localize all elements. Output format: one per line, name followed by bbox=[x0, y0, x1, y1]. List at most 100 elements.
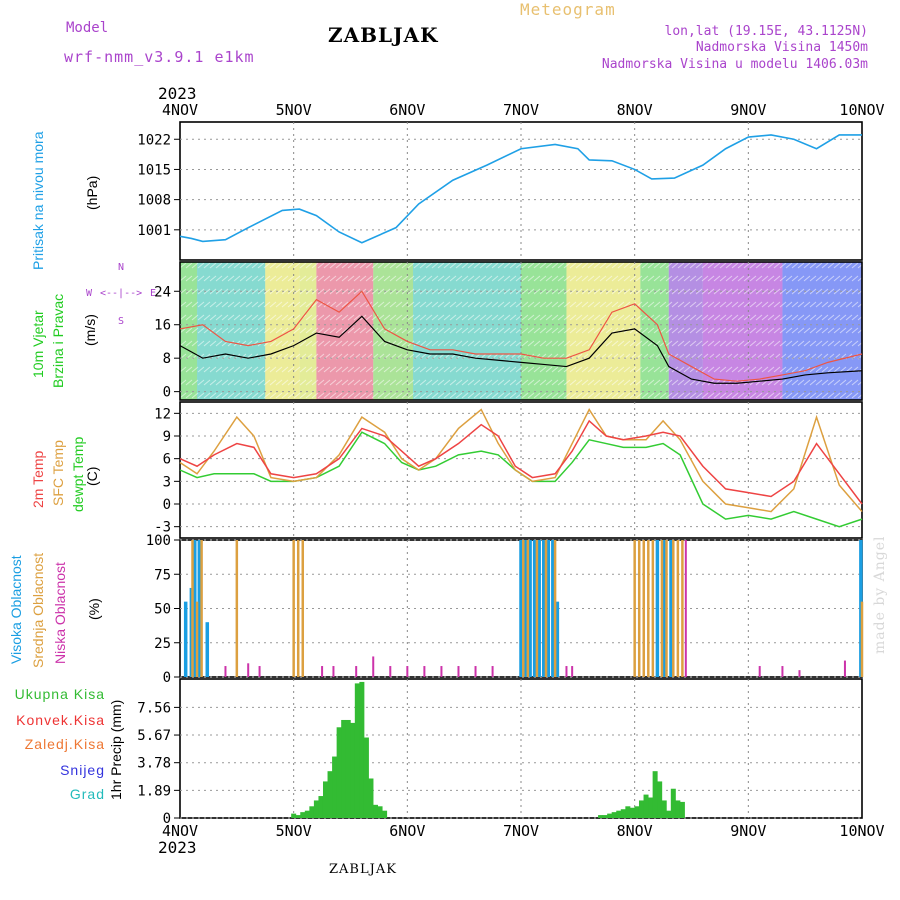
wind-barb bbox=[659, 288, 667, 295]
precip-bar bbox=[373, 804, 379, 818]
wind-barb bbox=[845, 379, 853, 386]
wind-barb bbox=[389, 314, 397, 321]
wind-barb bbox=[221, 301, 229, 308]
wind-barb bbox=[527, 262, 535, 269]
wind-barb bbox=[335, 392, 343, 399]
wind-barb bbox=[749, 379, 757, 386]
wind-barb bbox=[473, 366, 481, 373]
wind-barb bbox=[767, 314, 775, 321]
wind-barb bbox=[191, 327, 199, 334]
wind-barb bbox=[851, 327, 859, 334]
wind-barb bbox=[665, 392, 673, 399]
wind-barb bbox=[779, 366, 787, 373]
wind-barb bbox=[533, 262, 541, 269]
wind-barb bbox=[185, 392, 193, 399]
cloud-bar-low bbox=[224, 666, 227, 677]
wind-barb bbox=[857, 379, 865, 386]
wind-barb bbox=[479, 314, 487, 321]
wind-barb bbox=[233, 392, 241, 399]
wind-barb bbox=[323, 379, 331, 386]
wind-barb bbox=[707, 275, 715, 282]
wind-rose-n: N bbox=[118, 262, 125, 273]
wind-barb bbox=[599, 366, 607, 373]
wind-barb bbox=[593, 301, 601, 308]
wind-barb bbox=[551, 314, 559, 321]
precip-bar bbox=[620, 809, 626, 818]
wind-barb bbox=[209, 262, 217, 269]
wind-barb bbox=[197, 301, 205, 308]
wind-barb bbox=[437, 379, 445, 386]
wind-barb bbox=[281, 275, 289, 282]
wind-barb bbox=[209, 301, 217, 308]
wind-barb bbox=[725, 392, 733, 399]
wind-barb bbox=[263, 288, 271, 295]
wind-barb bbox=[791, 340, 799, 347]
wind-barb bbox=[449, 262, 457, 269]
precip-bar bbox=[300, 812, 306, 818]
precip-bar bbox=[313, 800, 319, 818]
wind-barb bbox=[245, 366, 253, 373]
wind-barb bbox=[509, 314, 517, 321]
wind-barb bbox=[353, 392, 361, 399]
wind-barb bbox=[521, 301, 529, 308]
wind-barb bbox=[821, 301, 829, 308]
wind-barb bbox=[833, 301, 841, 308]
precip-bar bbox=[666, 810, 672, 818]
precip-bar bbox=[634, 806, 640, 818]
wind-barb bbox=[653, 340, 661, 347]
wind-barb bbox=[317, 340, 325, 347]
wind-barb bbox=[413, 262, 421, 269]
cloud-bar-mid bbox=[522, 540, 525, 677]
wind-barb bbox=[773, 275, 781, 282]
wind-barb bbox=[233, 327, 241, 334]
wind-barb bbox=[383, 314, 391, 321]
wind-barb bbox=[365, 392, 373, 399]
wind-barb bbox=[485, 327, 493, 334]
day-label-bottom: 6NOV bbox=[389, 822, 425, 840]
wind-barb bbox=[413, 379, 421, 386]
wind-barb bbox=[359, 275, 367, 282]
cloud-bar-high bbox=[537, 540, 541, 677]
wind-barb bbox=[605, 275, 613, 282]
wind-barb bbox=[263, 301, 271, 308]
wind-barb bbox=[269, 262, 277, 269]
wind-barb bbox=[497, 301, 505, 308]
wind-barb bbox=[785, 379, 793, 386]
wind-barb bbox=[401, 301, 409, 308]
wind-barb bbox=[797, 366, 805, 373]
wind-barb bbox=[191, 301, 199, 308]
wind-barb bbox=[683, 314, 691, 321]
cloud-bar-low bbox=[571, 666, 574, 677]
wind-barb bbox=[563, 392, 571, 399]
wind-barb bbox=[641, 288, 649, 295]
wind-barb bbox=[761, 288, 769, 295]
wind-barb bbox=[299, 262, 307, 269]
wind-barb bbox=[425, 366, 433, 373]
wind-barb bbox=[599, 288, 607, 295]
wind-barb bbox=[503, 314, 511, 321]
wind-barb bbox=[683, 288, 691, 295]
sfc-temp-line bbox=[179, 408, 863, 513]
wind-barb bbox=[623, 262, 631, 269]
wind-barb bbox=[695, 392, 703, 399]
wind-barb bbox=[563, 366, 571, 373]
wind-barb bbox=[443, 262, 451, 269]
wind-barb bbox=[377, 301, 385, 308]
wind-barb bbox=[203, 340, 211, 347]
wind-barb bbox=[647, 275, 655, 282]
wind-barb bbox=[551, 392, 559, 399]
wind-barb bbox=[323, 327, 331, 334]
wind-barb bbox=[479, 275, 487, 282]
wind-barb bbox=[821, 392, 829, 399]
wind-barb bbox=[491, 392, 499, 399]
precip-bar bbox=[377, 806, 383, 818]
wind-barb bbox=[575, 327, 583, 334]
wind-barb bbox=[815, 327, 823, 334]
wind-barb bbox=[425, 262, 433, 269]
cloud-bar-mid bbox=[681, 540, 684, 677]
wind-barb bbox=[665, 262, 673, 269]
model-name: wrf-nmm_v3.9.1 e1km bbox=[64, 48, 255, 66]
wind-barb bbox=[377, 340, 385, 347]
wind-barb bbox=[359, 379, 367, 386]
wind-barb bbox=[605, 340, 613, 347]
